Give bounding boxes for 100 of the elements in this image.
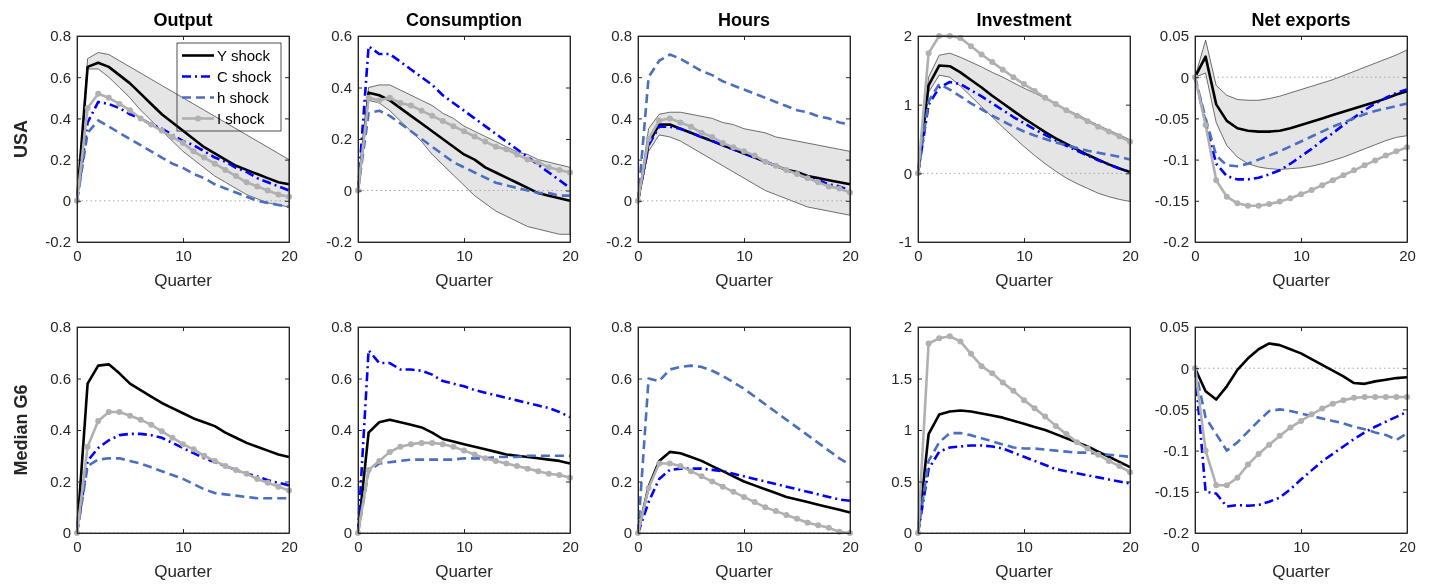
x-axis-title: Quarter [715,562,774,581]
x-tick-label: 0 [1191,246,1200,264]
x-tick-label: 10 [175,246,192,264]
y-tick-label: 0.4 [331,421,352,439]
x-tick-label: 10 [736,246,753,264]
y-tick-label: 0 [903,524,912,542]
y-tick-label: 0.6 [331,369,352,387]
y-tick-label: 0.8 [50,318,71,336]
y-tick-label: 0.8 [50,27,71,45]
x-axis-title: Quarter [154,562,213,581]
y-tick-label: 0.4 [611,109,632,127]
x-tick-label: 10 [1016,246,1033,264]
y-tick-label: 0 [1180,359,1189,377]
y-tick-label: -0.15 [1154,483,1189,501]
y-tick-label: 0.6 [50,369,71,387]
y-tick-label: 0 [623,192,632,210]
x-tick-label: 0 [73,246,82,264]
y-tick-label: 0.4 [50,109,71,127]
y-tick-label: 0.8 [331,318,352,336]
y-tick-label: 0.2 [50,150,71,168]
chart-title: Consumption [406,10,522,30]
y-tick-label: 2 [903,318,912,336]
y-tick-label: -0.05 [1154,109,1189,127]
y-tick-label: -0.2 [326,233,352,251]
y-tick-label: 0.2 [611,472,632,490]
x-tick-label: 10 [736,537,753,555]
chart-title: Output [153,10,213,30]
x-axis-title: Quarter [995,271,1054,290]
y-tick-label: 2 [903,27,912,45]
y-tick-label: 1 [903,421,912,439]
y-tick-label: 0.8 [611,318,632,336]
y-tick-label: 1 [903,95,912,113]
y-tick-label: 0.6 [611,68,632,86]
x-axis-title: Quarter [715,271,774,290]
chart-title: Hours [717,10,771,30]
x-tick-label: 20 [842,246,859,264]
y-tick-label: 0 [343,181,352,199]
x-axis-title: Quarter [435,562,494,581]
y-tick-label: 0.05 [1159,318,1189,336]
x-tick-label: 0 [634,537,643,555]
y-tick-label: -0.1 [1163,150,1189,168]
y-axis-title: Median G6 [11,384,31,476]
y-tick-label: -0.2 [1163,524,1189,542]
y-tick-label: 0 [1180,68,1189,86]
y-axis-title: USA [11,119,31,159]
x-tick-label: 10 [456,246,473,264]
chart-title: Investment [976,10,1072,30]
y-tick-label: -0.2 [45,233,71,251]
y-tick-label: 0.6 [50,68,71,86]
legend-label: C shock [217,67,272,85]
y-tick-label: -1 [898,233,912,251]
x-axis-title: Quarter [1272,271,1331,290]
x-tick-label: 20 [562,537,579,555]
y-tick-label: 0.8 [611,27,632,45]
x-tick-label: 20 [1399,246,1416,264]
y-tick-label: 0.2 [331,472,352,490]
x-tick-label: 10 [1016,537,1033,555]
legend-label: h shock [217,88,270,106]
y-tick-label: 0.2 [611,150,632,168]
x-tick-label: 0 [354,537,363,555]
x-tick-label: 20 [281,246,298,264]
x-tick-label: 0 [914,537,923,555]
x-tick-label: 10 [1293,537,1310,555]
y-tick-label: 1.5 [891,369,912,387]
x-tick-label: 0 [634,246,643,264]
x-tick-label: 10 [1293,246,1310,264]
y-tick-label: 0.2 [331,130,352,148]
x-tick-label: 20 [281,537,298,555]
y-tick-label: 0 [903,164,912,182]
x-axis-title: Quarter [1272,562,1331,581]
y-tick-label: 0 [62,192,71,210]
y-tick-label: 0.6 [611,369,632,387]
x-tick-label: 20 [562,246,579,264]
legend-label: I shock [217,109,266,127]
y-tick-label: -0.1 [1163,441,1189,459]
x-tick-label: 0 [354,246,363,264]
x-tick-label: 20 [842,537,859,555]
y-tick-label: 0.5 [891,472,912,490]
y-tick-label: -0.15 [1154,192,1189,210]
y-tick-label: 0.2 [50,472,71,490]
x-tick-label: 10 [456,537,473,555]
x-axis-title: Quarter [995,562,1054,581]
x-tick-label: 20 [1122,537,1139,555]
y-tick-label: -0.2 [606,233,632,251]
y-tick-label: 0 [343,524,352,542]
y-tick-label: 0.05 [1159,27,1189,45]
y-tick-label: 0.4 [331,78,352,96]
y-tick-label: 0.4 [611,421,632,439]
chart-title: Net exports [1251,10,1351,30]
y-tick-label: 0 [623,524,632,542]
x-tick-label: 0 [1191,537,1200,555]
y-tick-label: 0.6 [331,27,352,45]
y-tick-label: 0 [62,524,71,542]
x-tick-label: 0 [73,537,82,555]
x-tick-label: 10 [175,537,192,555]
legend-label: Y shock [217,46,271,64]
y-tick-label: 0.4 [50,421,71,439]
y-tick-label: -0.05 [1154,400,1189,418]
x-tick-label: 0 [914,246,923,264]
y-tick-label: -0.2 [1163,233,1189,251]
